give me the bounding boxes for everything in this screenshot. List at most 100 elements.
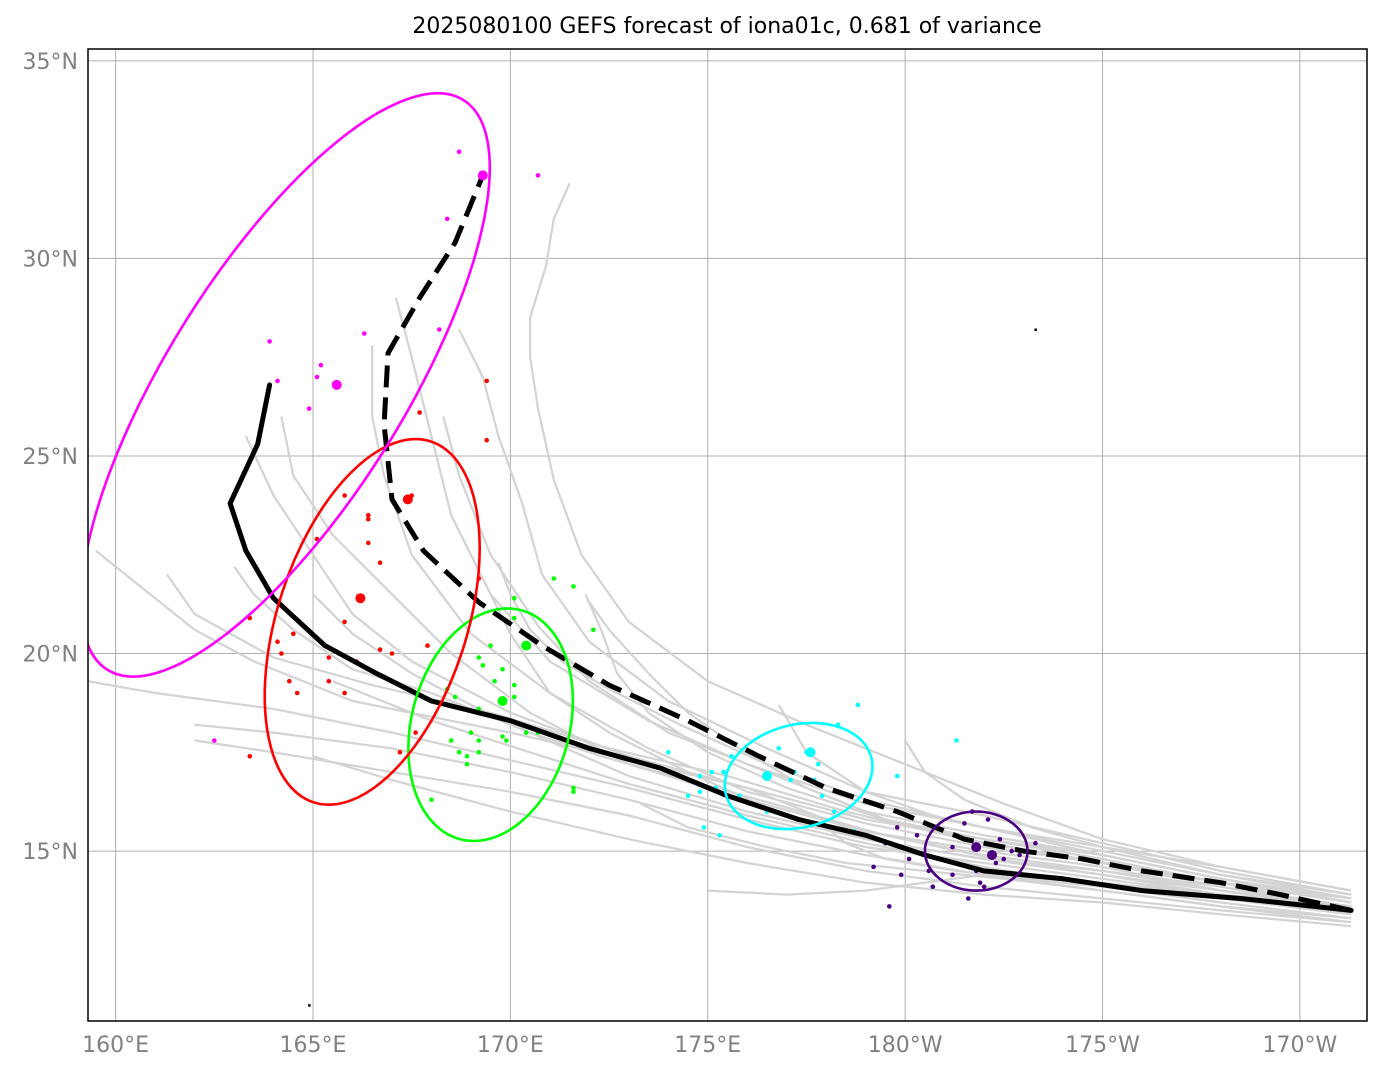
member-point-day-4 (342, 619, 347, 625)
member-point-day-3 (476, 738, 482, 743)
member-point-day-3 (492, 678, 497, 684)
member-point-day-4 (397, 750, 403, 755)
member-point-day-3 (512, 595, 517, 601)
member-point-day-3 (500, 734, 505, 739)
stray-mark (1034, 328, 1037, 332)
member-point-day-4 (287, 678, 292, 684)
member-point-day-1 (966, 896, 971, 901)
member-point-day-3 (488, 643, 493, 648)
member-point-day-2 (788, 777, 793, 783)
member-point-day-4 (291, 631, 296, 637)
member-point-day-3 (468, 730, 474, 735)
dashed-mean-marker-day-2 (805, 747, 816, 758)
member-point-day-2 (819, 793, 825, 799)
member-point-day-4 (247, 754, 253, 759)
member-point-day-5 (318, 362, 324, 368)
member-point-day-5 (306, 406, 312, 411)
member-point-day-2 (729, 754, 734, 759)
member-point-day-4 (366, 512, 371, 518)
member-point-day-5 (267, 339, 272, 344)
ensemble-track (88, 680, 1352, 916)
ensemble-track (497, 562, 1352, 904)
member-point-day-3 (512, 615, 517, 621)
dashed-mean-marker-day-3 (521, 640, 532, 651)
member-point-day-2 (855, 702, 861, 708)
member-point-day-3 (464, 761, 470, 767)
member-point-day-4 (366, 540, 371, 546)
member-point-day-2 (685, 793, 691, 799)
mean-track-line (227, 382, 1354, 913)
member-point-day-4 (484, 378, 490, 384)
member-point-day-4 (326, 678, 332, 684)
chart-title: 2025080100 GEFS forecast of iona01c, 0.6… (412, 14, 1041, 39)
mean-day-markers (331, 170, 997, 860)
plot-frame (87, 48, 1368, 1022)
member-point-day-1 (930, 884, 936, 889)
ellipse-day-2 (723, 721, 874, 831)
member-point-day-3 (456, 750, 462, 755)
y-tick-label: 35°N (23, 50, 78, 75)
member-point-day-1 (887, 904, 892, 909)
x-tick-label: 175°E (674, 1033, 741, 1058)
member-point-day-4 (275, 639, 280, 644)
ensemble-track (233, 565, 1352, 908)
member-point-day-1 (1009, 848, 1014, 854)
ensemble-track (904, 739, 1352, 892)
member-point-day-4 (413, 730, 418, 735)
member-point-day-1 (962, 821, 967, 826)
member-point-day-5 (212, 738, 217, 743)
mean-marker-day-2 (762, 771, 772, 781)
member-point-day-5 (437, 327, 442, 332)
member-point-day-4 (417, 410, 422, 415)
member-point-day-5 (456, 149, 462, 154)
ellipse-day-3 (407, 607, 575, 843)
member-point-day-3 (480, 663, 486, 668)
member-point-day-1 (993, 860, 999, 866)
member-point-day-2 (831, 809, 837, 814)
member-point-day-1 (1033, 840, 1038, 846)
member-point-day-3 (512, 682, 517, 688)
member-point-day-3 (512, 694, 517, 700)
member-point-day-2 (776, 746, 782, 751)
member-point-day-3 (476, 655, 482, 660)
member-point-day-4 (326, 655, 332, 660)
x-tick-label: 170°E (477, 1033, 544, 1058)
y-tick-label: 25°N (23, 445, 78, 470)
member-point-day-1 (981, 884, 987, 889)
member-point-day-3 (452, 694, 458, 700)
member-point-day-1 (1017, 852, 1022, 858)
x-tick-label: 160°E (82, 1033, 149, 1058)
member-point-day-3 (476, 750, 482, 755)
member-point-day-1 (985, 817, 991, 822)
member-point-day-3 (571, 584, 576, 589)
member-point-day-1 (898, 872, 904, 878)
member-point-day-4 (484, 437, 490, 443)
ensemble-tracks (88, 182, 1352, 928)
mean-marker-day-4 (355, 593, 366, 604)
member-point-day-1 (914, 833, 920, 838)
member-point-day-4 (279, 651, 284, 656)
member-point-day-1 (997, 836, 1003, 842)
ellipse-day-1 (923, 810, 1029, 892)
member-point-day-1 (977, 880, 983, 885)
plot-area (88, 91, 1354, 1007)
ensemble-track (529, 182, 1352, 892)
member-point-day-5 (362, 331, 367, 336)
mean-track-dashed (381, 174, 1352, 913)
y-tick-label: 30°N (23, 247, 78, 272)
mean-tracks (227, 174, 1354, 913)
ensemble-track (458, 329, 1352, 896)
ensemble-track (312, 755, 1352, 928)
member-point-day-4 (425, 643, 430, 648)
stray-mark (308, 1004, 311, 1007)
ensemble-track (584, 593, 1352, 900)
member-point-day-2 (717, 833, 722, 838)
ensemble-track (640, 802, 1352, 924)
member-point-day-4 (294, 690, 300, 696)
member-point-day-3 (551, 576, 557, 581)
member-positions (212, 149, 1038, 1007)
member-point-day-1 (950, 844, 955, 850)
member-point-day-3 (500, 667, 505, 672)
member-point-day-5 (314, 374, 320, 380)
